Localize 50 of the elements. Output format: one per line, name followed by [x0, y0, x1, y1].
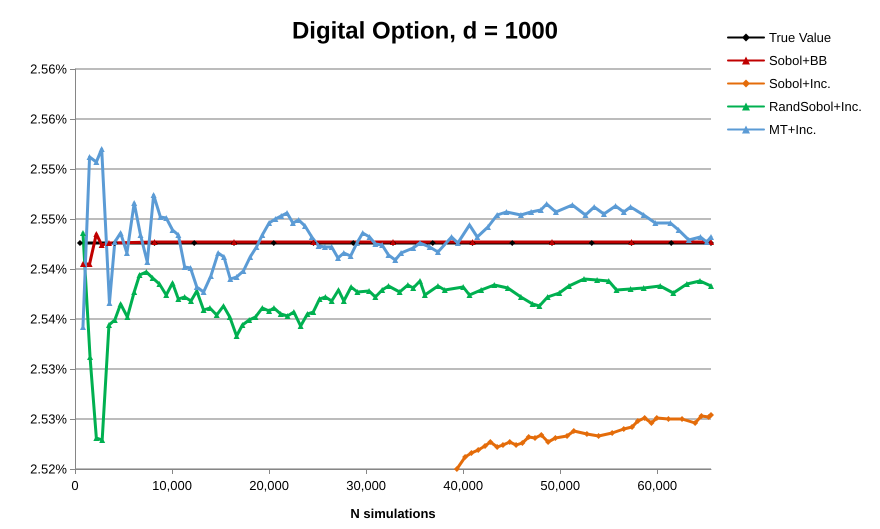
point: [509, 240, 516, 246]
point: [76, 240, 83, 246]
legend-label: Sobol+Inc.: [769, 76, 831, 91]
point: [545, 439, 552, 445]
point: [642, 415, 648, 421]
x-axis-title: N simulations: [350, 506, 436, 521]
point: [708, 412, 714, 418]
y-tick-label: 2.53%: [30, 362, 68, 376]
point: [494, 444, 500, 450]
point: [634, 418, 641, 424]
point: [350, 240, 356, 246]
point: [93, 231, 100, 237]
point: [692, 420, 698, 426]
point: [98, 242, 105, 248]
legend-label: True Value: [769, 30, 832, 45]
point: [668, 240, 674, 246]
point: [648, 420, 654, 426]
x-tick-label: 30,000: [346, 478, 386, 493]
point: [468, 450, 474, 456]
point: [588, 240, 595, 246]
point: [270, 240, 277, 246]
x-tick-label: 10,000: [152, 478, 192, 493]
legend-label: RandSobol+Inc.: [769, 99, 862, 114]
y-tick-label: 2.52%: [30, 462, 68, 476]
x-tick-label: 50,000: [540, 478, 580, 493]
x-tick-label: 40,000: [443, 478, 484, 493]
y-tick-label: 2.54%: [30, 312, 68, 326]
x-tick-label: 20,000: [249, 478, 289, 493]
y-tick-label: 2.55%: [30, 212, 68, 226]
point: [487, 439, 494, 445]
x-tick-label: 0: [71, 478, 79, 493]
x-tick-label: 60,000: [637, 478, 678, 493]
point: [106, 240, 112, 246]
y-tick-label: 2.56%: [30, 62, 68, 76]
point: [475, 447, 482, 453]
point: [191, 240, 198, 246]
point: [454, 466, 460, 472]
point: [462, 454, 468, 460]
point: [482, 443, 488, 449]
legend-label: MT+Inc.: [769, 122, 816, 137]
y-tick-label: 2.53%: [30, 412, 68, 426]
chart-title: Digital Option, d = 1000: [292, 18, 558, 44]
legend-label: Sobol+BB: [769, 53, 828, 68]
point: [538, 432, 544, 438]
point: [80, 261, 86, 267]
y-tick-label: 2.56%: [30, 112, 68, 126]
y-tick-label: 2.55%: [30, 162, 68, 176]
y-tick-label: 2.54%: [30, 262, 68, 276]
point: [506, 439, 513, 445]
point: [430, 240, 436, 246]
